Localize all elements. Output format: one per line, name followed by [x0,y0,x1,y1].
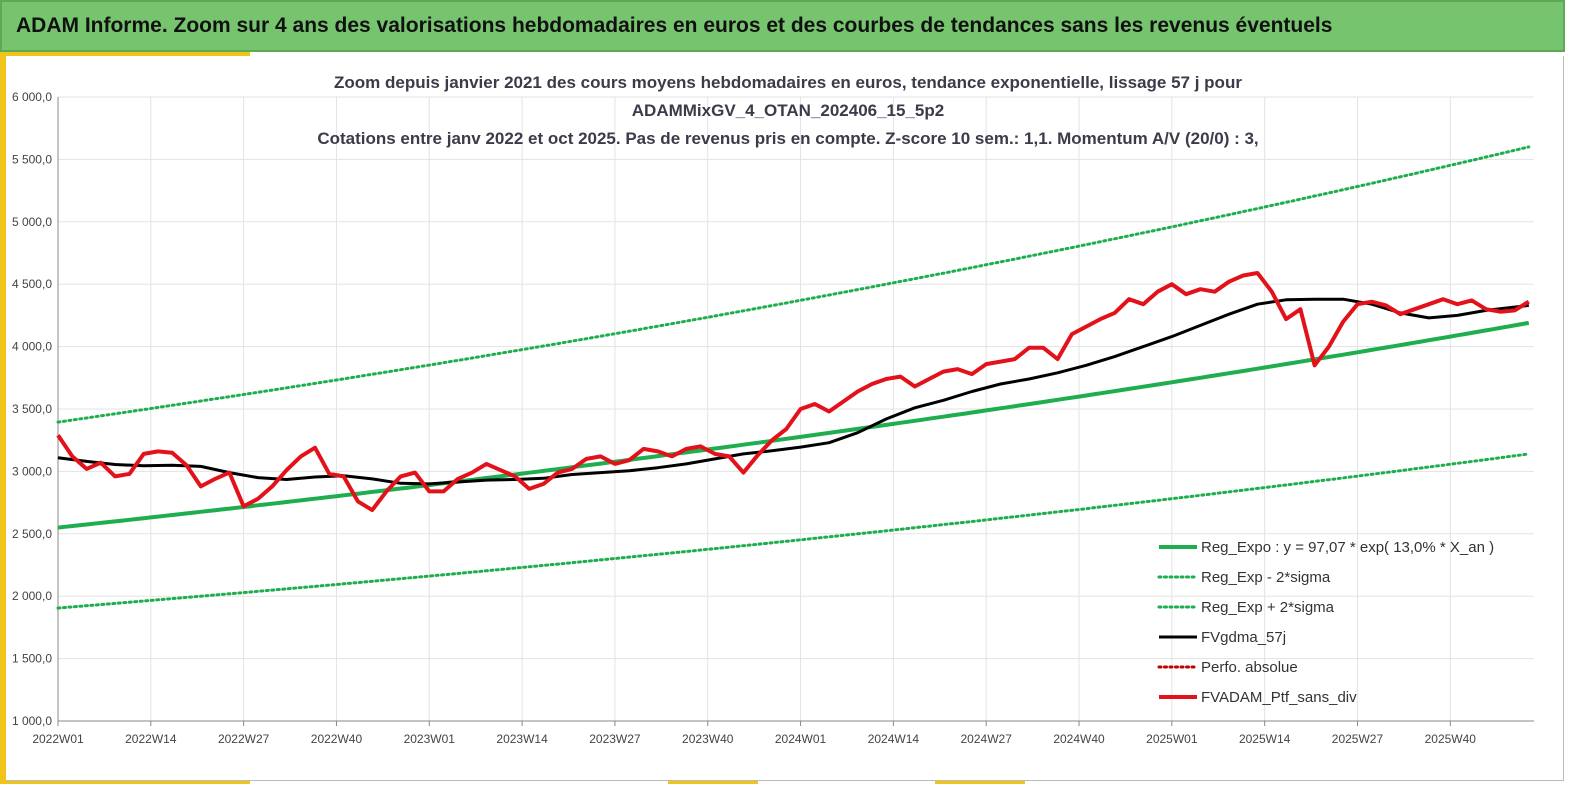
x-tick-label: 2022W40 [311,732,363,746]
chart-title-line: Zoom depuis janvier 2021 des cours moyen… [334,73,1242,92]
y-tick-label: 5 000,0 [12,215,52,229]
x-tick-label: 2024W27 [961,732,1013,746]
series-fvgdma-line [57,297,1529,486]
y-tick-label: 5 500,0 [12,152,52,166]
x-tick-label: 2025W01 [1146,732,1198,746]
legend: Reg_Expo : y = 97,07 * exp( 13,0% * X_an… [1157,539,1494,706]
accent-bar-bottom [668,780,758,784]
y-tick-label: 4 500,0 [12,277,52,291]
series-reg-minus-line [56,452,1531,610]
grid [57,96,1534,722]
x-tick-label: 2022W01 [32,732,84,746]
x-tick-label: 2023W14 [496,732,548,746]
accent-bar-left [0,52,6,784]
x-tick-label: 2024W40 [1053,732,1105,746]
chart-title-line: ADAMMixGV_4_OTAN_202406_15_5p2 [632,101,944,120]
y-tick-label: 1 500,0 [12,652,52,666]
axes: 1 000,0 1 500,0 2 000,0 2 500,0 3 000,0 3 500… [12,90,1534,746]
series-perfo-legend-label: Perfo. absolue [1201,659,1298,676]
line-chart: 1 000,0 1 500,0 2 000,0 2 500,0 3 000,0 3 500… [12,73,1534,746]
y-tick-label: 3 500,0 [12,402,52,416]
chart-title: Zoom depuis janvier 2021 des cours moyen… [317,73,1258,148]
series-fvadam-line [56,271,1530,513]
series-group [56,145,1531,610]
y-tick-label: 2 500,0 [12,527,52,541]
chart-title-line: Cotations entre janv 2022 et oct 2025. P… [317,129,1258,148]
y-tick-label: 1 000,0 [12,714,52,728]
x-tick-label: 2023W40 [682,732,734,746]
x-tick-label: 2023W27 [589,732,641,746]
y-tick-label: 6 000,0 [12,90,52,104]
y-tick-label: 3 000,0 [12,464,52,478]
x-tick-label: 2024W14 [868,732,920,746]
x-tick-label: 2025W27 [1332,732,1384,746]
accent-bar-bottom [0,780,250,784]
series-reg-plus-line [56,145,1531,424]
series-fvgdma-legend-label: FVgdma_57j [1201,629,1286,646]
x-tick-label: 2025W40 [1425,732,1477,746]
x-tick-label: 2024W01 [775,732,827,746]
x-tick-label: 2022W14 [125,732,177,746]
chart-panel: 1 000,0 1 500,0 2 000,0 2 500,0 3 000,0 3 500… [6,56,1564,781]
series-reg-minus-legend-label: Reg_Exp - 2*sigma [1201,569,1331,586]
y-tick-label: 2 000,0 [12,589,52,603]
series-fvadam-legend-label: FVADAM_Ptf_sans_div [1201,689,1357,706]
accent-bar-bottom [935,780,1025,784]
x-tick-label: 2023W01 [404,732,456,746]
page-title: ADAM Informe. Zoom sur 4 ans des valoris… [16,14,1333,37]
x-tick-label: 2022W27 [218,732,270,746]
series-reg-expo-legend-label: Reg_Expo : y = 97,07 * exp( 13,0% * X_an… [1201,539,1494,556]
header-bar: ADAM Informe. Zoom sur 4 ans des valoris… [0,0,1565,52]
series-reg-plus-legend-label: Reg_Exp + 2*sigma [1201,599,1335,616]
series-reg-expo-line [57,320,1530,530]
accent-bar-top [0,52,250,56]
x-tick-label: 2025W14 [1239,732,1291,746]
y-tick-label: 4 000,0 [12,340,52,354]
